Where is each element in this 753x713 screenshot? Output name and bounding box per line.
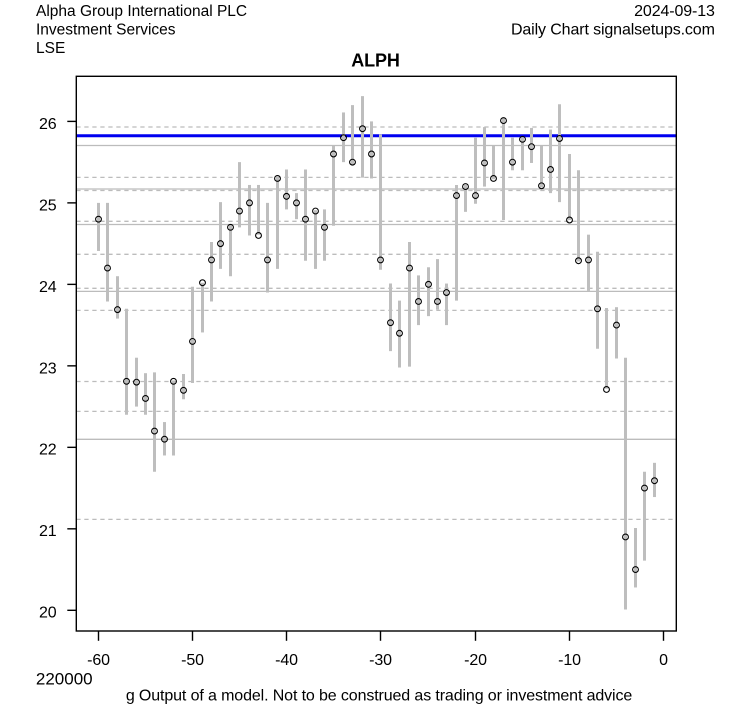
svg-text:Investment Services: Investment Services	[36, 22, 176, 39]
svg-text:24: 24	[39, 279, 57, 296]
svg-text:-30: -30	[369, 652, 392, 669]
svg-text:LSE: LSE	[36, 40, 65, 57]
svg-text:22: 22	[39, 442, 57, 459]
svg-text:-60: -60	[87, 652, 110, 669]
svg-text:0: 0	[659, 652, 668, 669]
svg-text:-50: -50	[181, 652, 204, 669]
svg-text:21: 21	[39, 523, 57, 540]
svg-text:Daily Chart signalsetups.com: Daily Chart signalsetups.com	[511, 22, 715, 39]
svg-text:26: 26	[39, 116, 57, 133]
svg-text:Alpha Group International PLC: Alpha Group International PLC	[36, 3, 247, 20]
svg-text:g Output of a model. Not to be: g Output of a model. Not to be construed…	[126, 688, 633, 705]
svg-text:20: 20	[39, 605, 57, 622]
svg-text:220000: 220000	[36, 670, 93, 689]
svg-text:23: 23	[39, 360, 57, 377]
svg-text:2024-09-13: 2024-09-13	[634, 3, 715, 20]
svg-text:ALPH: ALPH	[351, 51, 400, 71]
svg-text:25: 25	[39, 197, 57, 214]
svg-text:-40: -40	[275, 652, 298, 669]
svg-text:-10: -10	[558, 652, 581, 669]
svg-text:-20: -20	[464, 652, 487, 669]
